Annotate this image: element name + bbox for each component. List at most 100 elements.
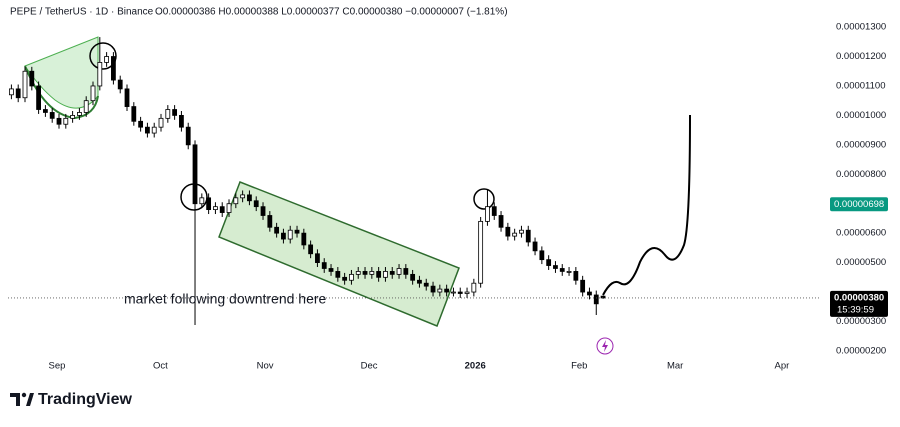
candle-body	[505, 226, 511, 237]
x-tick-label: Apr	[775, 361, 790, 372]
triangle-drawing	[24, 36, 99, 109]
candle-body	[240, 194, 246, 199]
candle-body	[593, 294, 599, 305]
candle-body	[199, 197, 205, 205]
x-tick-label: Mar	[667, 361, 683, 372]
candle-body	[491, 206, 497, 216]
annotation: market following downtrend here	[124, 291, 327, 307]
candle-body	[430, 285, 436, 293]
candle-body	[553, 265, 558, 269]
ohlc-readout: O0.00000386 H0.00000388 L0.00000377 C0.0…	[155, 7, 508, 18]
candle-body	[213, 206, 218, 211]
candle-body	[172, 109, 178, 116]
candle-body	[90, 85, 96, 102]
plot-area	[9, 37, 606, 326]
candle-body	[56, 117, 62, 125]
y-tick-label: 0.00001000	[836, 110, 886, 121]
candle-body	[437, 288, 443, 293]
candle-body	[342, 276, 348, 281]
candle-body	[43, 109, 48, 113]
channel-drawing	[218, 181, 460, 327]
y-tick-label: 0.00001100	[836, 80, 886, 91]
price-countdown: 15:39:59	[837, 304, 874, 315]
candle-body	[287, 229, 293, 240]
candle-body	[383, 271, 388, 278]
candle-body	[444, 288, 450, 293]
candle-body	[512, 232, 518, 237]
candle-body	[49, 112, 55, 119]
candle-body	[185, 126, 191, 146]
candle-body	[457, 291, 463, 294]
candle-body	[226, 203, 232, 213]
candle-body	[158, 117, 164, 128]
candle-body	[22, 70, 28, 99]
candle-body	[546, 259, 552, 266]
y-tick-label: 0.00001300	[836, 22, 886, 33]
y-tick-label: 0.00001200	[836, 51, 886, 62]
price-label: 0.00000380	[834, 292, 884, 303]
candle-body	[301, 232, 307, 246]
y-tick-label: 0.00000300	[836, 316, 886, 327]
projection-drawing	[602, 114, 691, 296]
candle-body	[247, 194, 252, 202]
candle-body	[111, 56, 116, 81]
x-tick-label: Oct	[153, 361, 168, 372]
candle-body	[233, 197, 239, 205]
candle-body	[369, 271, 375, 275]
candle-body	[478, 220, 484, 284]
candle-body	[600, 295, 606, 299]
candle-body	[587, 291, 592, 296]
candle-body	[9, 88, 14, 96]
candle-body	[335, 271, 341, 278]
candle-body	[464, 291, 470, 294]
candle-body	[423, 282, 429, 287]
candle-body	[580, 279, 586, 293]
x-tick-label: Sep	[49, 361, 66, 372]
candle-body	[389, 271, 395, 275]
candle-body	[410, 273, 416, 281]
price-label-bg	[830, 197, 888, 212]
candle-body	[403, 268, 409, 275]
candle-body	[321, 262, 327, 269]
circle-drawing	[473, 188, 495, 210]
candle-body	[362, 271, 368, 275]
candle-body	[36, 85, 42, 110]
candle-body	[315, 253, 320, 263]
brand-name: TradingView	[38, 391, 133, 408]
candle-body	[63, 117, 69, 125]
x-tick-label: Nov	[257, 361, 274, 372]
candle-body	[151, 126, 157, 134]
y-tick-label: 0.00000200	[836, 345, 886, 356]
y-tick-label: 0.00000600	[836, 228, 886, 239]
candle-body	[559, 268, 565, 272]
candle-body	[145, 126, 150, 134]
candle-body	[70, 115, 76, 119]
candle-body	[349, 273, 354, 281]
y-tick-label: 0.00000800	[836, 169, 886, 180]
x-tick-label: Dec	[361, 361, 378, 372]
x-tick-label: 2026	[465, 361, 486, 372]
candle-body	[253, 200, 259, 208]
candle-body	[29, 70, 35, 87]
candle-body	[417, 279, 422, 284]
candle-body	[219, 206, 225, 213]
candle-body	[179, 115, 184, 128]
candle-body	[97, 62, 103, 87]
candle-body	[274, 226, 280, 234]
candle-body	[471, 282, 477, 293]
candle-body	[281, 232, 286, 240]
candle-body	[485, 206, 490, 222]
chart-title: PEPE / TetherUS · 1D · Binance	[10, 7, 154, 18]
price-label: 0.00000698	[834, 199, 884, 210]
candle-body	[117, 79, 123, 90]
candle-body	[532, 241, 538, 252]
candle-body	[376, 271, 382, 278]
candle-body	[355, 271, 361, 275]
candle-body	[192, 144, 198, 205]
price-label-bg	[830, 290, 888, 317]
circle-drawing	[89, 42, 117, 70]
candle-body	[451, 291, 456, 294]
candle-body	[498, 215, 504, 228]
candle-body	[15, 88, 21, 99]
